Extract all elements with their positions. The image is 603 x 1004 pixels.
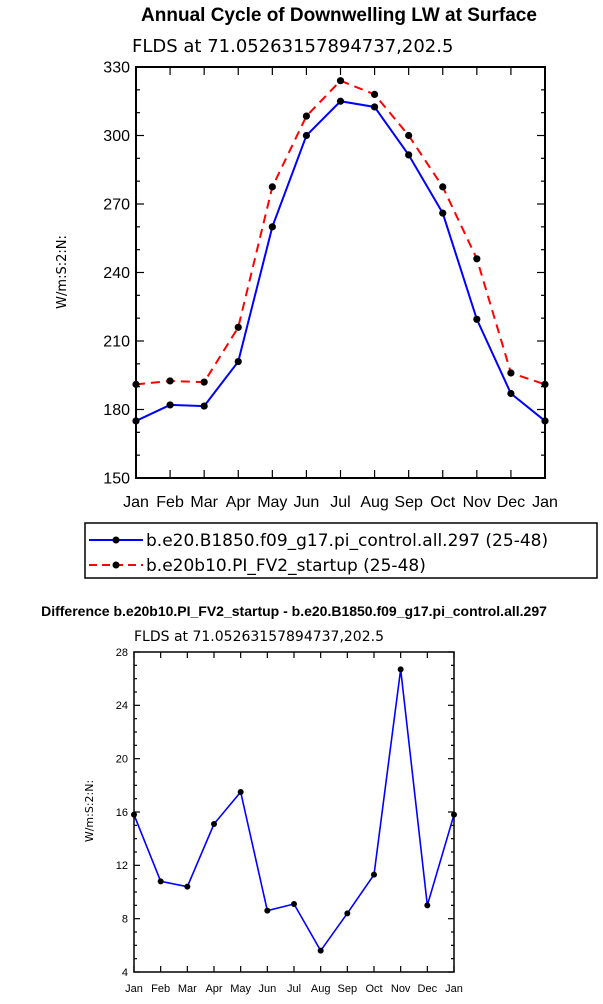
x-tick-label: Aug	[360, 494, 388, 511]
data-point-series-0	[200, 402, 208, 410]
legend-label-control: b.e20.B1850.f09_g17.pi_control.all.297 (…	[146, 531, 548, 551]
data-point-series-1	[336, 77, 345, 85]
x-tick-label: Dec	[418, 983, 438, 995]
chart2-subtitle: FLDS at 71.05263157894737,202.5	[134, 629, 384, 645]
data-point-series-0	[268, 223, 276, 231]
x-tick-label: Sep	[338, 983, 358, 995]
data-point-series-0	[234, 357, 242, 366]
data-point-series-0	[157, 878, 164, 885]
legend-marker-control	[112, 536, 120, 544]
data-point-series-0	[264, 907, 271, 914]
data-point-series-0	[397, 666, 404, 673]
y-tick-label: 8	[122, 914, 128, 926]
x-tick-label: Feb	[156, 494, 184, 511]
chart2-plot-frame	[133, 651, 455, 973]
data-point-series-0	[370, 103, 379, 111]
x-tick-label: Feb	[151, 983, 170, 995]
data-point-series-1	[473, 255, 481, 263]
x-tick-label: Mar	[190, 494, 218, 511]
data-point-series-0	[336, 97, 345, 105]
data-point-series-0	[166, 401, 174, 409]
y-tick-label: 240	[103, 265, 130, 282]
y-tick-label: 28	[116, 647, 128, 659]
x-tick-label: Jun	[294, 494, 320, 511]
chart1-y-axis-label: W/m:S:2:N:	[55, 235, 70, 309]
data-point-series-0	[184, 883, 191, 890]
chart1-legend-box	[84, 522, 598, 579]
data-point-series-0	[344, 910, 351, 917]
data-point-series-0	[424, 902, 431, 909]
data-point-series-1	[200, 378, 208, 386]
data-point-series-1	[405, 131, 413, 140]
y-tick-label: 24	[116, 700, 128, 712]
data-point-series-0	[405, 151, 413, 159]
y-tick-label: 210	[103, 334, 130, 351]
data-point-series-0	[371, 871, 377, 878]
x-tick-label: Jul	[287, 983, 301, 995]
y-tick-label: 180	[103, 402, 130, 419]
x-tick-label: Jan	[532, 494, 558, 511]
data-point-series-0	[291, 901, 297, 907]
y-tick-label: 150	[103, 471, 130, 488]
series-line-0	[135, 100, 546, 422]
x-tick-label: May	[230, 983, 251, 995]
x-tick-label: Sep	[394, 494, 423, 511]
legend-label-startup: b.e20b10.PI_FV2_startup (25-48)	[146, 556, 426, 576]
x-tick-label: Jan	[123, 494, 149, 511]
series-line-1	[135, 79, 546, 386]
y-tick-label: 12	[116, 860, 128, 872]
data-point-series-0	[211, 821, 217, 827]
data-point-series-0	[237, 789, 244, 795]
data-point-series-1	[166, 377, 174, 385]
x-tick-label: Jan	[125, 983, 143, 995]
data-point-series-1	[268, 183, 276, 191]
x-tick-label: Oct	[430, 494, 455, 511]
data-point-series-0	[439, 209, 447, 217]
y-tick-label: 4	[122, 967, 128, 979]
y-tick-label: 16	[116, 807, 128, 819]
x-tick-label: Mar	[178, 983, 197, 995]
legend-marker-startup	[112, 561, 120, 569]
x-tick-label: Jan	[445, 983, 463, 995]
x-tick-label: Jul	[330, 494, 350, 511]
data-point-series-1	[234, 323, 242, 331]
data-point-series-0	[473, 315, 481, 323]
chart1-title: Annual Cycle of Downwelling LW at Surfac…	[141, 5, 537, 26]
x-tick-label: Aug	[311, 983, 331, 995]
chart2-title: Difference b.e20b10.PI_FV2_startup - b.e…	[41, 603, 547, 619]
data-point-series-0	[317, 947, 324, 954]
x-tick-label: Apr	[205, 983, 222, 995]
x-tick-label: May	[257, 494, 287, 511]
legend-item-startup: b.e20b10.PI_FV2_startup (25-48)	[89, 556, 426, 576]
legend-item-control: b.e20.B1850.f09_g17.pi_control.all.297 (…	[89, 531, 548, 551]
x-tick-label: Nov	[463, 494, 491, 511]
y-tick-label: 270	[103, 197, 130, 214]
data-point-series-0	[507, 389, 515, 398]
data-point-series-1	[439, 183, 447, 191]
x-tick-label: Oct	[365, 983, 382, 995]
data-point-series-1	[370, 90, 379, 98]
chart2-y-axis-label: W/m:S:2:N:	[83, 780, 96, 842]
data-point-series-0	[302, 131, 311, 140]
chart1-plot-frame	[135, 66, 546, 479]
x-tick-label: Nov	[391, 983, 411, 995]
x-tick-label: Jun	[258, 983, 276, 995]
chart1-subtitle: FLDS at 71.05263157894737,202.5	[132, 36, 453, 57]
series-line-0	[133, 669, 455, 953]
y-tick-label: 300	[103, 128, 130, 145]
y-tick-label: 330	[103, 60, 130, 77]
x-tick-label: Apr	[226, 494, 252, 511]
data-point-series-1	[302, 112, 311, 120]
y-tick-label: 20	[116, 754, 128, 766]
x-tick-label: Dec	[497, 494, 525, 511]
data-point-series-1	[507, 369, 515, 377]
